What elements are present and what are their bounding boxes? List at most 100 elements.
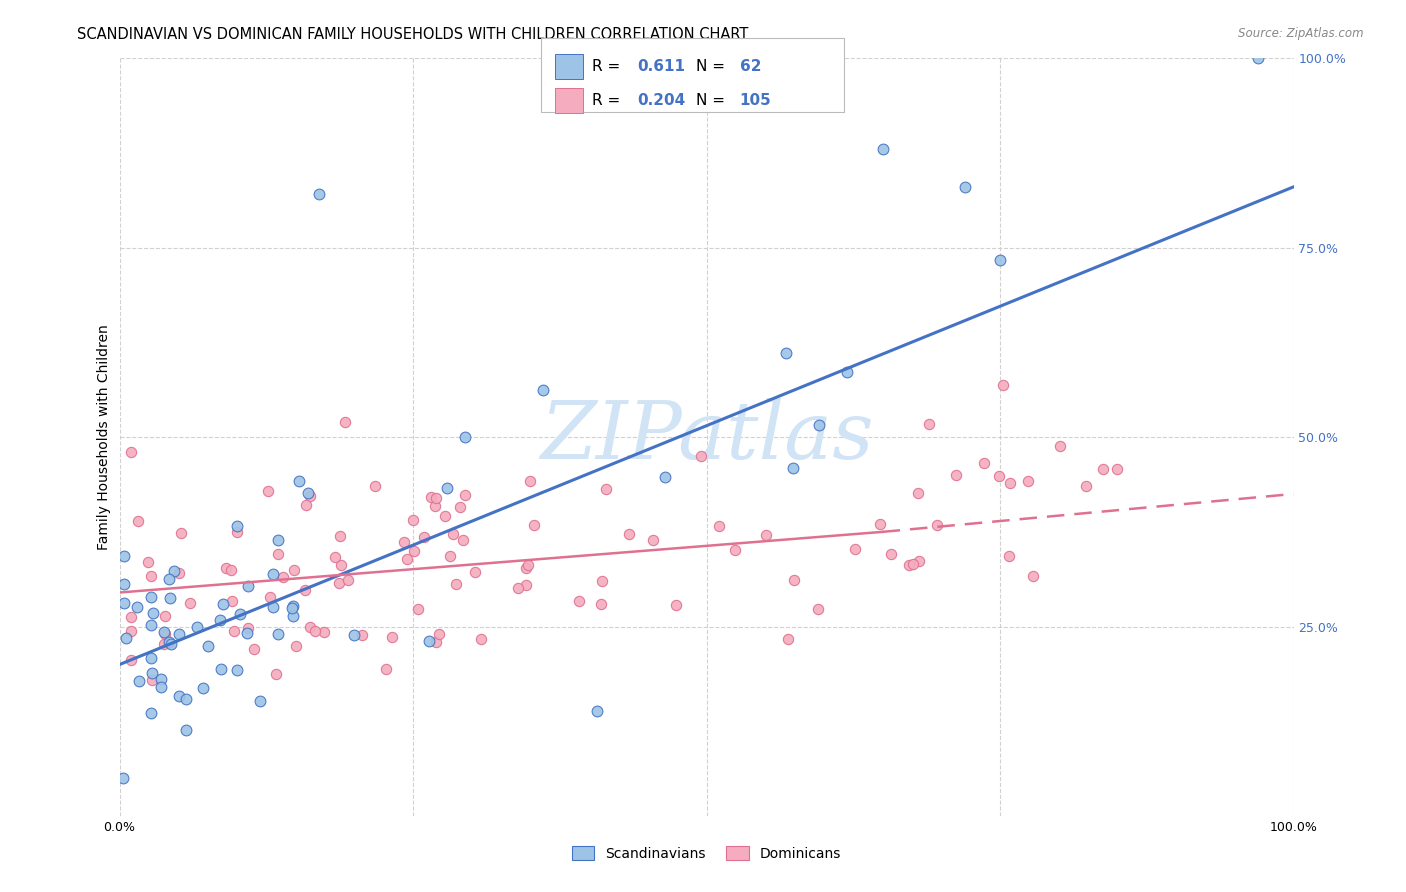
Point (591, 574, 613, 588)
Point (160, 637, 183, 651)
Point (120, 610, 142, 624)
Text: R =: R = (592, 93, 620, 108)
Text: 0.204: 0.204 (637, 93, 685, 108)
Point (299, 619, 322, 633)
Point (464, 566, 486, 580)
Point (782, 461, 804, 475)
Point (641, 533, 664, 547)
Point (141, 673, 163, 687)
Point (222, 624, 245, 639)
Point (112, 549, 135, 563)
Point (1247, 51, 1270, 65)
Point (226, 525, 249, 540)
Point (153, 637, 176, 651)
Point (235, 625, 257, 640)
Point (215, 561, 238, 575)
Point (589, 597, 612, 611)
Point (312, 625, 335, 640)
Point (120, 624, 142, 639)
Point (308, 187, 330, 202)
Point (436, 481, 458, 495)
Point (1091, 462, 1114, 476)
Point (690, 449, 713, 463)
Point (1074, 479, 1097, 493)
Point (880, 547, 903, 561)
Point (262, 566, 284, 581)
Point (408, 602, 430, 616)
Text: SCANDINAVIAN VS DOMINICAN FAMILY HOUSEHOLDS WITH CHILDREN CORRELATION CHART: SCANDINAVIAN VS DOMINICAN FAMILY HOUSEHO… (77, 27, 749, 42)
Point (402, 513, 425, 527)
Point (654, 470, 676, 484)
Point (139, 618, 162, 632)
Point (420, 490, 443, 504)
Point (441, 526, 464, 541)
Point (595, 483, 617, 497)
Point (396, 552, 419, 566)
Point (243, 642, 266, 657)
Point (283, 609, 305, 624)
Point (439, 549, 461, 563)
Point (508, 582, 530, 596)
Point (299, 489, 322, 503)
Point (425, 634, 447, 648)
Text: 105: 105 (740, 93, 772, 108)
Point (991, 378, 1014, 392)
Point (586, 704, 609, 718)
Point (128, 673, 150, 688)
Point (375, 662, 398, 676)
Point (872, 142, 894, 156)
Point (170, 526, 193, 541)
Point (1017, 474, 1039, 488)
Point (807, 602, 830, 616)
Point (219, 563, 242, 577)
Point (141, 706, 163, 720)
Point (266, 627, 288, 641)
Point (153, 627, 176, 641)
Point (174, 691, 197, 706)
Point (264, 666, 287, 681)
Point (333, 415, 356, 429)
Point (808, 417, 831, 432)
Point (294, 583, 316, 598)
Point (329, 528, 352, 542)
Point (211, 597, 233, 611)
Point (427, 627, 450, 641)
Point (127, 600, 149, 615)
Point (141, 666, 163, 681)
Point (519, 474, 541, 488)
Point (159, 591, 181, 606)
Point (323, 549, 346, 564)
Point (152, 624, 174, 639)
Point (229, 607, 252, 622)
Point (392, 535, 415, 549)
Point (724, 543, 747, 558)
Text: Source: ZipAtlas.com: Source: ZipAtlas.com (1239, 27, 1364, 40)
Point (449, 500, 471, 514)
Point (903, 557, 925, 571)
Point (236, 621, 259, 635)
Point (328, 575, 350, 590)
Point (837, 365, 859, 379)
Point (271, 569, 294, 583)
Text: 0.611: 0.611 (637, 59, 685, 74)
Point (221, 594, 243, 608)
Point (844, 541, 866, 556)
Point (364, 479, 387, 493)
Point (157, 573, 180, 587)
Point (330, 558, 353, 572)
Point (418, 633, 440, 648)
Point (907, 554, 929, 568)
Point (381, 630, 404, 644)
Point (225, 663, 247, 677)
Point (337, 574, 360, 588)
Point (259, 590, 281, 604)
Text: R =: R = (592, 59, 620, 74)
Point (425, 499, 447, 513)
Point (953, 179, 976, 194)
Point (115, 631, 138, 645)
Point (783, 573, 806, 587)
Point (139, 569, 162, 583)
Point (776, 632, 799, 647)
Point (343, 627, 366, 641)
Point (297, 486, 319, 500)
